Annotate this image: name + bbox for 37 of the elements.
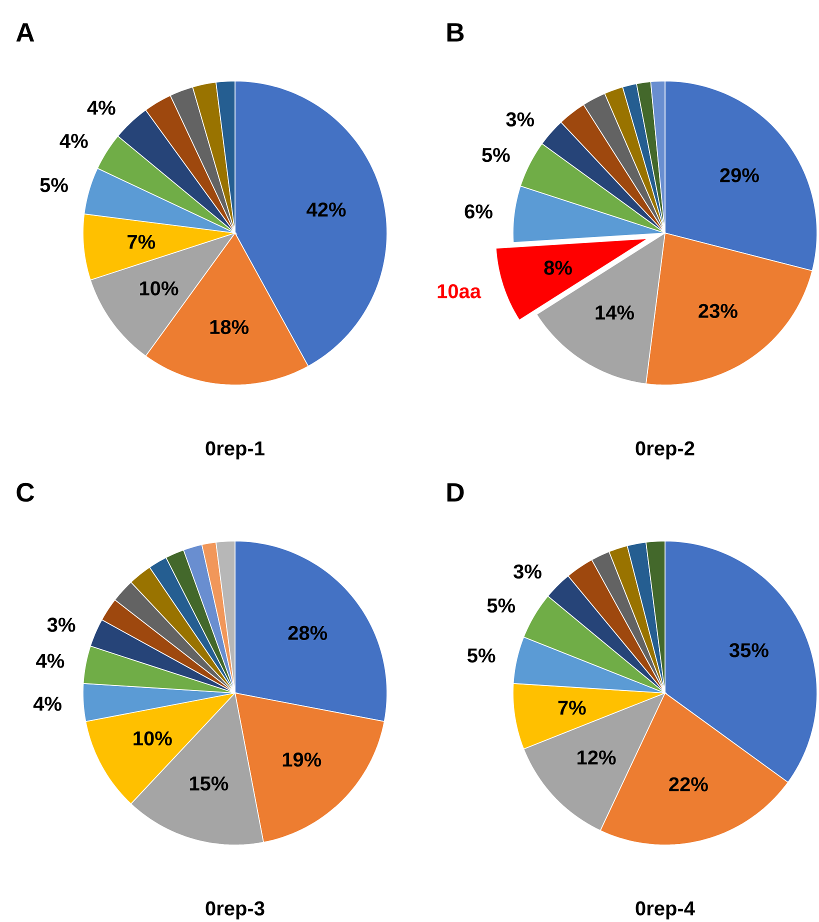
data-label: 35% xyxy=(729,643,768,658)
data-label: 7% xyxy=(128,234,156,249)
text: 0rep-1 xyxy=(206,441,264,460)
text: 0rep-2 xyxy=(636,441,694,460)
data-label: 4% xyxy=(87,100,116,115)
slice-label: 10aa xyxy=(438,284,482,298)
text: A xyxy=(16,23,34,42)
data-label: 22% xyxy=(669,777,708,792)
data-label: 4% xyxy=(36,654,64,668)
data-label: 12% xyxy=(578,750,616,765)
data-label: 10% xyxy=(134,731,172,746)
data-label: 29% xyxy=(720,168,759,182)
data-label: 10% xyxy=(140,281,178,296)
data-label: 42% xyxy=(306,202,346,217)
data-label: 18% xyxy=(210,320,249,334)
data-label: 14% xyxy=(596,306,634,320)
data-label: 4% xyxy=(60,134,88,148)
data-label: 6% xyxy=(464,204,492,219)
data-label: 5% xyxy=(40,178,68,192)
data-label: 28% xyxy=(288,626,328,640)
text: 0rep-3 xyxy=(206,901,264,920)
data-label: 4% xyxy=(33,696,62,711)
text: D xyxy=(447,483,464,502)
data-label: 3% xyxy=(514,564,542,579)
data-label: 23% xyxy=(698,304,738,318)
data-label: 3% xyxy=(47,618,76,632)
data-label: 3% xyxy=(506,112,534,127)
text: B xyxy=(447,23,464,42)
data-label: 7% xyxy=(558,700,586,715)
data-label: 19% xyxy=(282,752,322,767)
text: 0rep-4 xyxy=(636,901,695,920)
text: C xyxy=(16,482,34,502)
data-label: 5% xyxy=(482,148,510,162)
data-label: 5% xyxy=(487,598,516,613)
data-label: 15% xyxy=(190,776,228,791)
data-label: 8% xyxy=(544,260,572,275)
data-label: 5% xyxy=(467,648,496,663)
